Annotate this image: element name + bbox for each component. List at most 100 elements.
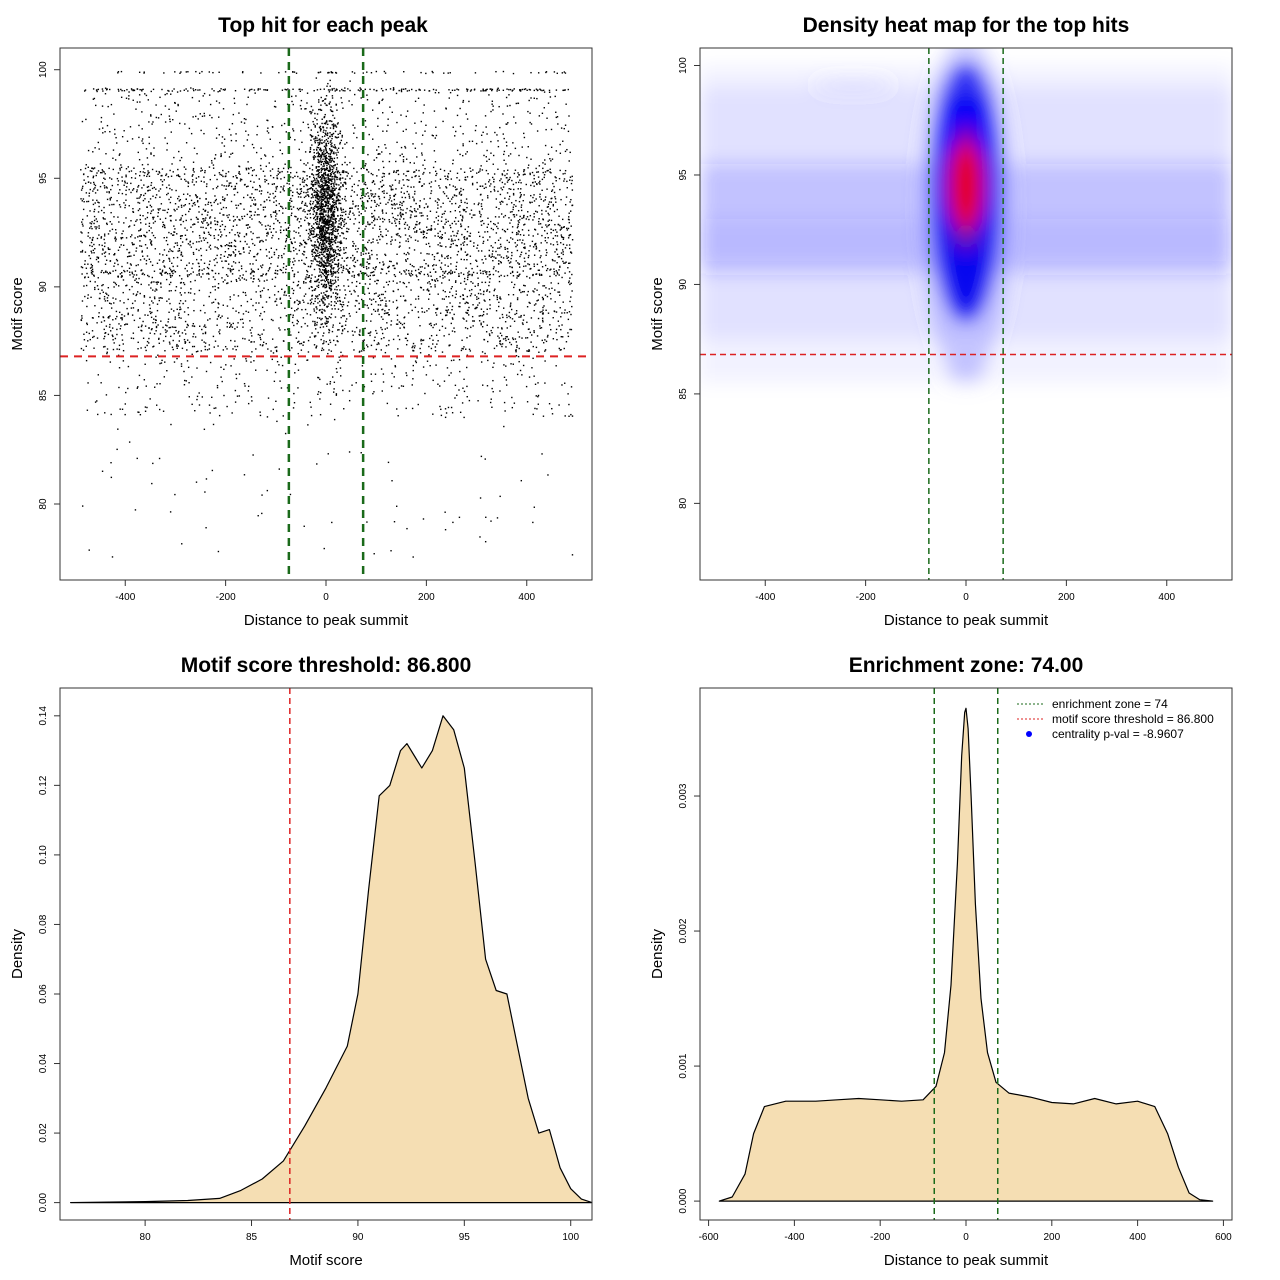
scatter-point — [221, 142, 223, 144]
scatter-point — [442, 226, 444, 228]
scatter-point — [398, 321, 401, 323]
scatter-point — [321, 167, 323, 169]
scatter-point — [276, 360, 279, 363]
scatter-point — [155, 326, 158, 329]
scatter-point — [94, 247, 96, 250]
scatter-point — [438, 259, 441, 262]
scatter-point — [395, 92, 398, 95]
scatter-point — [156, 383, 158, 385]
scatter-point — [435, 323, 437, 325]
scatter-point — [272, 192, 274, 195]
scatter-point — [313, 191, 315, 194]
scatter-point — [220, 153, 222, 155]
scatter-point — [303, 262, 305, 265]
scatter-point — [548, 214, 550, 216]
scatter-point — [403, 192, 405, 195]
scatter-point — [90, 225, 92, 228]
scatter-point — [143, 184, 145, 186]
scatter-point — [336, 230, 339, 232]
scatter-point — [110, 461, 112, 464]
scatter-point — [340, 310, 342, 312]
scatter-point — [559, 349, 561, 351]
scatter-point — [239, 178, 242, 180]
scatter-point — [83, 285, 85, 287]
scatter-point — [406, 190, 408, 193]
scatter-point — [232, 348, 234, 350]
scatter-point — [84, 295, 86, 298]
scatter-point — [444, 264, 446, 266]
scatter-point — [169, 248, 171, 250]
scatter-point — [170, 93, 172, 95]
scatter-point — [266, 235, 268, 237]
scatter-point — [498, 275, 501, 278]
scatter-point — [512, 294, 515, 296]
scatter-point — [146, 231, 148, 234]
scatter-point — [385, 305, 388, 307]
scatter-point — [549, 158, 551, 160]
scatter-point — [243, 278, 246, 280]
scatter-point — [547, 169, 549, 172]
scatter-point — [255, 348, 257, 350]
scatter-point — [471, 182, 474, 185]
scatter-point — [90, 250, 92, 252]
scatter-point — [360, 272, 363, 274]
scatter-point — [442, 120, 444, 123]
scatter-point — [529, 112, 531, 114]
scatter-point — [523, 136, 526, 139]
scatter-point — [316, 279, 318, 282]
scatter-point — [552, 205, 555, 207]
scatter-point — [97, 413, 99, 416]
scatter-point — [516, 297, 519, 299]
scatter-point — [343, 218, 346, 221]
scatter-point — [460, 168, 462, 170]
scatter-point — [328, 328, 330, 331]
scatter-point — [443, 192, 446, 195]
scatter-point — [346, 305, 349, 307]
scatter-point — [314, 320, 316, 323]
scatter-point — [405, 344, 408, 346]
scatter-point — [480, 272, 482, 274]
scatter-point — [322, 273, 325, 275]
scatter-point — [80, 319, 83, 322]
scatter-point — [460, 247, 462, 250]
scatter-point — [128, 288, 131, 291]
scatter-point — [271, 237, 273, 239]
scatter-point — [188, 208, 191, 210]
scatter-point — [273, 197, 275, 199]
scatter-point — [463, 318, 465, 320]
scatter-point — [390, 324, 392, 326]
scatter-point — [280, 302, 283, 304]
scatter-point — [306, 194, 309, 196]
scatter-point — [171, 346, 174, 348]
scatter-point — [152, 346, 154, 348]
scatter-point — [185, 88, 187, 90]
scatter-point — [143, 234, 145, 236]
scatter-point — [511, 238, 514, 240]
scatter-point — [214, 289, 217, 291]
scatter-point — [339, 359, 341, 361]
scatter-point — [506, 173, 508, 175]
scatter-point — [506, 105, 509, 107]
scatter-point — [238, 395, 241, 397]
scatter-point — [491, 176, 494, 179]
scatter-point — [516, 244, 519, 246]
scatter-point — [499, 495, 501, 498]
scatter-point — [269, 170, 272, 172]
scatter-point — [152, 234, 155, 237]
scatter-point — [160, 203, 163, 205]
scatter-point — [490, 152, 492, 154]
scatter-point — [89, 338, 91, 341]
scatter-point — [91, 245, 93, 248]
scatter-point — [187, 324, 189, 327]
scatter-point — [505, 96, 508, 99]
scatter-point — [114, 269, 117, 272]
scatter-point — [555, 274, 557, 277]
scatter-point — [172, 250, 174, 253]
scatter-point — [439, 245, 442, 247]
scatter-point — [490, 520, 492, 522]
scatter-point — [203, 262, 206, 265]
scatter-point — [376, 175, 378, 177]
scatter-point — [303, 250, 305, 253]
scatter-point — [417, 311, 419, 313]
scatter-point — [421, 307, 423, 310]
